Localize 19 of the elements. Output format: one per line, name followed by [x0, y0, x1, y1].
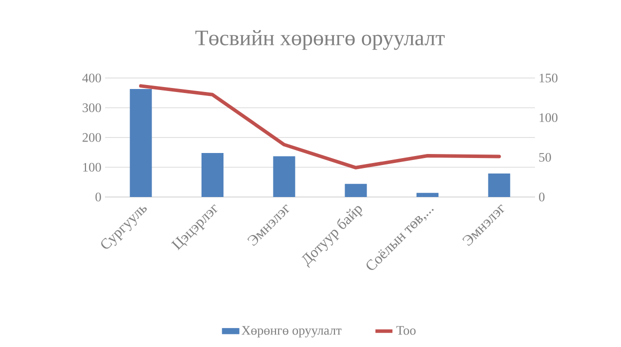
bar: [488, 173, 510, 197]
bar: [416, 192, 438, 197]
y2-tick-label: 50: [539, 152, 551, 162]
line-series: [139, 84, 501, 170]
y2-tick-label: 100: [540, 113, 558, 122]
bar: [202, 152, 224, 197]
bar: [130, 89, 152, 197]
y2-tick-label: 150: [540, 74, 558, 82]
y-tick-label: 400: [82, 74, 101, 82]
y2-tick-label: 0: [539, 192, 545, 202]
chart-title: Төсвийн хөрөнгө оруулалт: [195, 30, 445, 50]
y-tick-label: 100: [83, 162, 101, 172]
y-tick-label: 200: [82, 133, 101, 142]
y-tick-label: 300: [82, 103, 101, 112]
bar: [344, 184, 367, 197]
legend-label: Хөрөнгө оруулалт: [242, 326, 342, 338]
y-tick-label: 0: [96, 192, 101, 202]
legend-label: Тоо: [396, 326, 416, 335]
bar: [273, 156, 296, 197]
